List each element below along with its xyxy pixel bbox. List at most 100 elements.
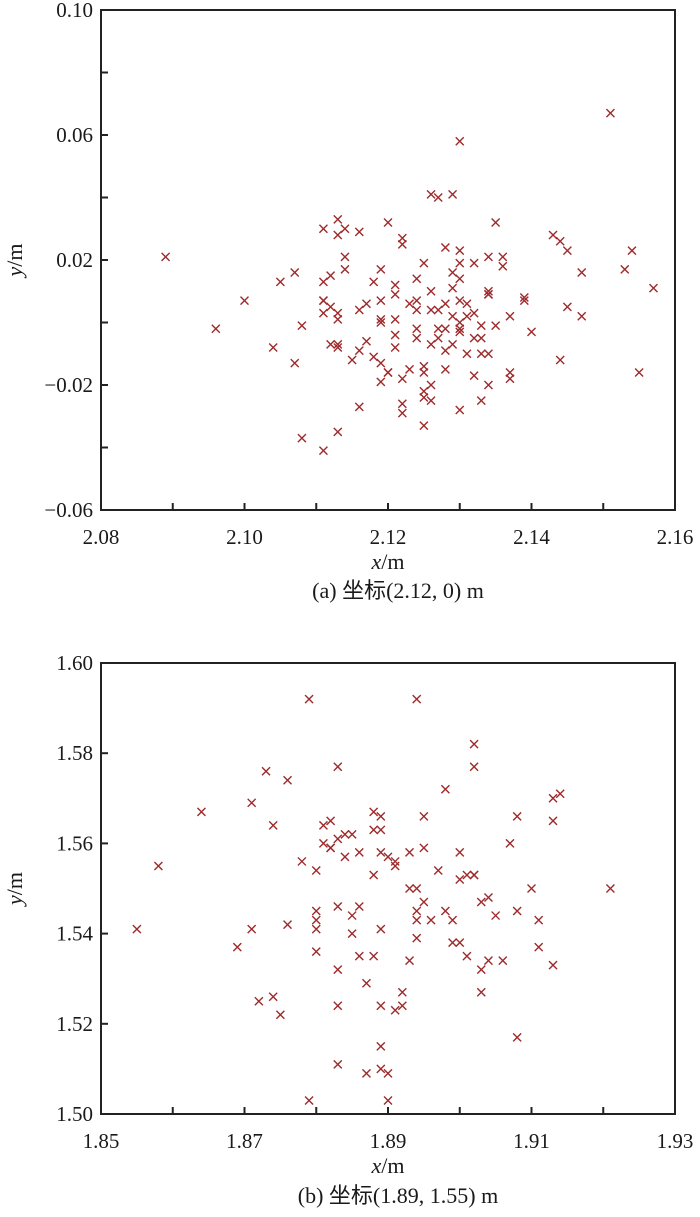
data-point [412,694,422,704]
data-point [476,349,486,359]
data-point [340,852,350,862]
data-point [562,302,572,312]
x-tick-label: 1.91 [513,1129,550,1153]
y-tick-label: 1.52 [56,1012,93,1036]
y-tick-label: 1.54 [56,922,93,946]
data-point [426,396,436,406]
data-point [512,811,522,821]
data-point [376,318,386,327]
data-point [412,296,422,306]
data-point [476,396,486,406]
data-point [361,978,371,988]
data-point [333,834,343,844]
data-point [354,951,364,961]
data-point [634,368,644,377]
data-point [412,906,422,916]
data-point [476,897,486,907]
data-point [405,364,415,374]
data-point [440,243,450,252]
data-point [412,274,422,284]
data-point [440,784,450,794]
x-tick-label: 2.12 [370,525,407,549]
data-point [333,230,343,240]
data-point [376,296,386,306]
data-point [268,820,278,830]
data-point [240,296,249,306]
data-point [397,1001,407,1011]
data-point [340,829,350,839]
data-point [261,766,271,776]
x-axis-variable: x [371,549,382,574]
data-point [318,308,328,318]
data-point [268,992,278,1002]
data-point [483,252,493,262]
x-axis-variable: x [371,1153,382,1178]
data-point [318,277,328,287]
data-point [304,1095,314,1105]
data-point [376,358,386,368]
data-point [483,349,493,359]
data-point [455,324,465,334]
data-point [605,108,615,118]
data-point [376,1041,386,1051]
data-point [376,825,386,835]
data-point [627,246,637,256]
data-point [555,236,565,246]
data-point [333,427,343,437]
data-point [455,136,465,146]
panel-caption: (b) 坐标(1.89, 1.55) m [298,1183,498,1208]
data-point [476,987,486,997]
data-point [347,355,357,365]
x-tick-label: 1.89 [370,1129,407,1153]
data-point [512,906,522,916]
data-point [333,1001,343,1011]
data-point [412,915,422,925]
data-point [412,305,422,315]
data-point [426,286,436,296]
data-point [448,339,458,349]
data-point [333,214,343,224]
data-point [311,924,321,934]
y-tick-label: −0.06 [44,498,93,522]
data-point [376,847,386,857]
data-point [440,299,450,309]
data-point [347,829,357,839]
data-point [376,377,386,387]
data-point [311,906,321,916]
data-point [448,268,458,277]
y-axis-label: y/m [2,244,27,279]
plot-frame [100,9,676,511]
data-point [390,856,400,866]
data-point [397,239,407,249]
y-axis-variable: y [2,895,27,907]
x-axis-unit: /m [381,549,404,574]
data-point [419,811,429,821]
y-tick-label: 1.60 [56,651,93,675]
data-point [527,884,536,893]
data-point [498,261,508,271]
data-point [433,865,443,875]
data-point [476,333,486,343]
data-point [290,268,300,277]
y-axis-variable: y [2,267,27,279]
data-point [448,311,458,321]
data-point [318,820,328,830]
data-point [498,252,508,262]
data-point [512,1032,522,1042]
data-point [519,296,529,306]
data-point [469,739,479,749]
data-point [426,305,436,315]
data-point [412,324,422,334]
data-point [440,346,450,356]
data-point [505,311,515,321]
x-tick-label: 1.93 [657,1129,694,1153]
data-point [153,861,163,871]
data-point [354,346,364,356]
data-point [383,1095,393,1105]
data-point [419,258,429,268]
data-point [562,246,572,256]
data-point [426,339,436,349]
data-point [232,942,242,952]
data-point [455,327,465,337]
data-point [419,897,429,907]
